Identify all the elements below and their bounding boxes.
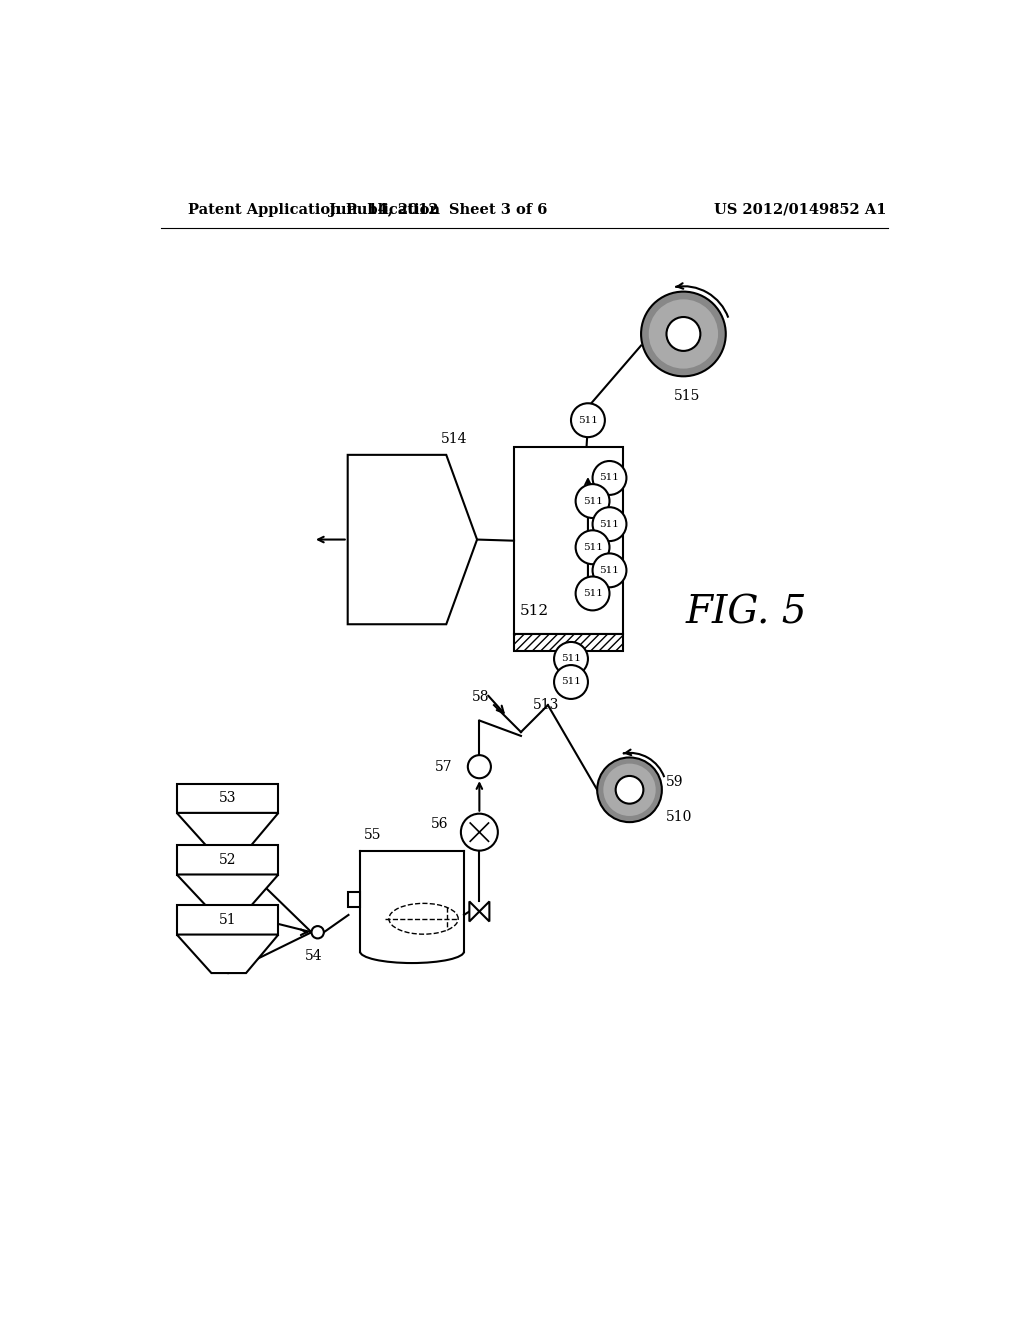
Text: 53: 53 <box>219 791 237 805</box>
Text: 515: 515 <box>674 388 700 403</box>
Polygon shape <box>177 935 279 946</box>
Polygon shape <box>177 813 279 851</box>
Circle shape <box>571 404 605 437</box>
Text: 54: 54 <box>305 949 323 964</box>
Bar <box>348 892 360 907</box>
Circle shape <box>575 577 609 610</box>
Circle shape <box>554 642 588 676</box>
Circle shape <box>667 317 700 351</box>
Text: 511: 511 <box>583 589 602 598</box>
Text: 514: 514 <box>440 432 467 446</box>
Circle shape <box>461 813 498 850</box>
Bar <box>177 845 279 875</box>
Circle shape <box>603 763 655 816</box>
Text: US 2012/0149852 A1: US 2012/0149852 A1 <box>714 203 887 216</box>
Text: 52: 52 <box>219 853 237 867</box>
Polygon shape <box>177 875 279 911</box>
Text: 58: 58 <box>472 689 489 704</box>
Circle shape <box>597 758 662 822</box>
Circle shape <box>311 927 324 939</box>
Text: FIG. 5: FIG. 5 <box>686 594 807 631</box>
Circle shape <box>468 755 490 779</box>
Text: Patent Application Publication: Patent Application Publication <box>188 203 440 216</box>
Polygon shape <box>177 935 279 973</box>
Circle shape <box>641 292 726 376</box>
Text: 55: 55 <box>364 828 381 842</box>
Text: 512: 512 <box>520 605 549 618</box>
Text: 57: 57 <box>435 760 453 774</box>
Circle shape <box>575 531 609 564</box>
Circle shape <box>554 665 588 700</box>
Polygon shape <box>177 813 279 825</box>
Polygon shape <box>348 455 477 624</box>
Text: 59: 59 <box>666 775 683 789</box>
Text: 51: 51 <box>219 913 237 927</box>
Circle shape <box>649 300 718 368</box>
Text: 511: 511 <box>600 474 620 482</box>
Text: 511: 511 <box>578 416 598 425</box>
Text: 510: 510 <box>666 809 692 824</box>
Circle shape <box>593 461 627 495</box>
Bar <box>514 447 624 635</box>
Text: 511: 511 <box>561 655 581 664</box>
Text: 511: 511 <box>561 677 581 686</box>
Bar <box>177 906 279 935</box>
Bar <box>177 784 279 813</box>
Text: Jun. 14, 2012  Sheet 3 of 6: Jun. 14, 2012 Sheet 3 of 6 <box>330 203 548 216</box>
Circle shape <box>593 507 627 541</box>
Polygon shape <box>479 902 489 921</box>
Circle shape <box>615 776 643 804</box>
Text: 511: 511 <box>600 520 620 528</box>
Bar <box>514 635 624 651</box>
Text: 511: 511 <box>600 566 620 574</box>
Text: 56: 56 <box>431 817 449 832</box>
Circle shape <box>575 484 609 517</box>
Polygon shape <box>469 902 479 921</box>
Text: 511: 511 <box>583 543 602 552</box>
Text: 513: 513 <box>532 698 559 711</box>
Circle shape <box>593 553 627 587</box>
Text: 511: 511 <box>583 496 602 506</box>
Polygon shape <box>177 875 279 886</box>
